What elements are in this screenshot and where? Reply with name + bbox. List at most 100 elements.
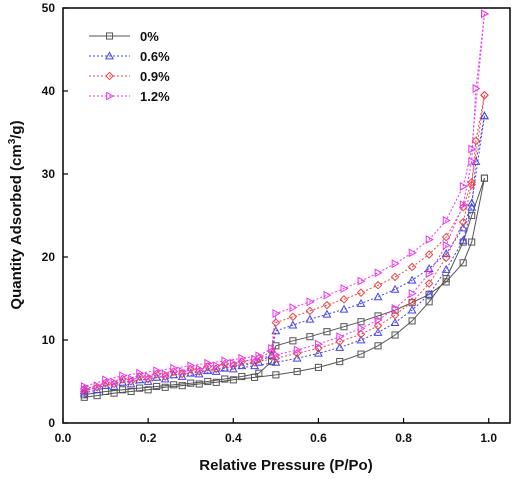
data-point <box>268 343 277 353</box>
data-point <box>170 381 178 389</box>
data-point <box>480 174 489 182</box>
data-point <box>119 386 127 394</box>
legend-marker <box>105 71 114 81</box>
data-point <box>407 275 417 284</box>
x-tick-label: 0.6 <box>310 431 327 445</box>
data-point <box>442 240 451 250</box>
data-point <box>480 90 489 100</box>
data-point <box>144 386 152 394</box>
data-point <box>221 356 230 366</box>
data-point <box>272 371 280 379</box>
data-point <box>187 379 195 387</box>
y-tick-label: 40 <box>42 84 56 98</box>
data-point <box>408 248 417 258</box>
data-point <box>93 381 102 391</box>
legend: 0% 0.6% 0.9% 1.2% <box>89 29 170 104</box>
data-point <box>161 369 170 379</box>
data-point <box>425 269 434 279</box>
plot-frame <box>62 7 511 424</box>
y-axis-title-superscript: 3 <box>7 138 18 144</box>
data-point <box>408 317 416 325</box>
data-point <box>110 377 119 387</box>
legend-marker <box>105 51 114 60</box>
data-point <box>153 366 162 376</box>
data-point <box>425 298 433 306</box>
data-point <box>271 318 281 327</box>
x-axis-title: Relative Pressure (P/Po) <box>199 457 372 474</box>
data-point <box>127 387 135 396</box>
data-point <box>407 305 417 314</box>
data-point <box>472 84 481 93</box>
data-point <box>441 264 451 273</box>
data-point <box>153 382 161 391</box>
axes-layer: 0.0 0.2 0.4 0.6 0.8 1.0 0 10 20 30 40 50 <box>42 1 498 445</box>
data-point <box>272 308 281 318</box>
data-point <box>357 323 366 333</box>
data-point <box>323 290 332 300</box>
data-point <box>212 361 221 371</box>
data-point <box>292 353 302 362</box>
data-point <box>136 384 144 392</box>
legend-label: 0% <box>140 29 159 44</box>
data-point <box>458 217 468 227</box>
data-point <box>373 292 383 301</box>
data-point <box>339 304 349 313</box>
data-point <box>254 357 264 366</box>
data-point <box>127 374 136 384</box>
data-point <box>178 367 187 376</box>
data-point <box>390 310 400 320</box>
data-point <box>305 306 315 316</box>
data-point <box>118 377 128 386</box>
data-point <box>340 284 349 293</box>
data-point <box>480 111 489 120</box>
data-point <box>407 262 417 272</box>
series-3 <box>80 9 490 395</box>
data-point <box>459 259 467 267</box>
legend-label: 0.6% <box>140 49 170 64</box>
data-point <box>357 318 365 326</box>
data-point <box>271 357 281 366</box>
x-tick-label: 1.0 <box>480 431 497 445</box>
data-point <box>481 9 490 19</box>
legend-marker <box>106 91 115 101</box>
data-point <box>391 331 399 339</box>
data-point <box>424 250 434 259</box>
data-point <box>289 337 297 345</box>
data-point <box>288 312 298 322</box>
data-point <box>468 238 476 246</box>
x-tick-label: 0.0 <box>55 431 72 445</box>
data-point <box>322 300 332 310</box>
data-point <box>203 366 213 375</box>
data-point <box>459 200 468 210</box>
data-point <box>442 278 450 286</box>
data-point <box>467 177 476 187</box>
data-point <box>441 232 451 242</box>
data-point <box>468 211 476 220</box>
y-tick-label: 30 <box>42 167 56 181</box>
series-line-desorption <box>84 95 485 390</box>
x-tick-label: 0.8 <box>395 431 412 445</box>
data-point <box>271 326 281 335</box>
data-point <box>390 284 400 293</box>
series-line-adsorption <box>84 13 485 391</box>
data-point <box>187 361 196 371</box>
data-point <box>255 369 263 377</box>
data-point <box>340 323 348 331</box>
data-point <box>293 367 301 376</box>
data-point <box>80 382 89 391</box>
data-point <box>289 303 298 313</box>
data-point <box>229 358 238 368</box>
data-point <box>237 361 247 370</box>
data-point <box>315 339 324 349</box>
data-point <box>374 342 382 350</box>
data-point <box>468 144 477 154</box>
data-point <box>212 378 220 386</box>
data-point <box>390 272 400 282</box>
y-tick-label: 0 <box>48 416 55 430</box>
data-point <box>306 333 314 341</box>
legend-label: 1.2% <box>140 89 170 104</box>
data-point <box>425 235 434 245</box>
data-point <box>195 364 204 374</box>
x-tick-label: 0.2 <box>140 431 157 445</box>
